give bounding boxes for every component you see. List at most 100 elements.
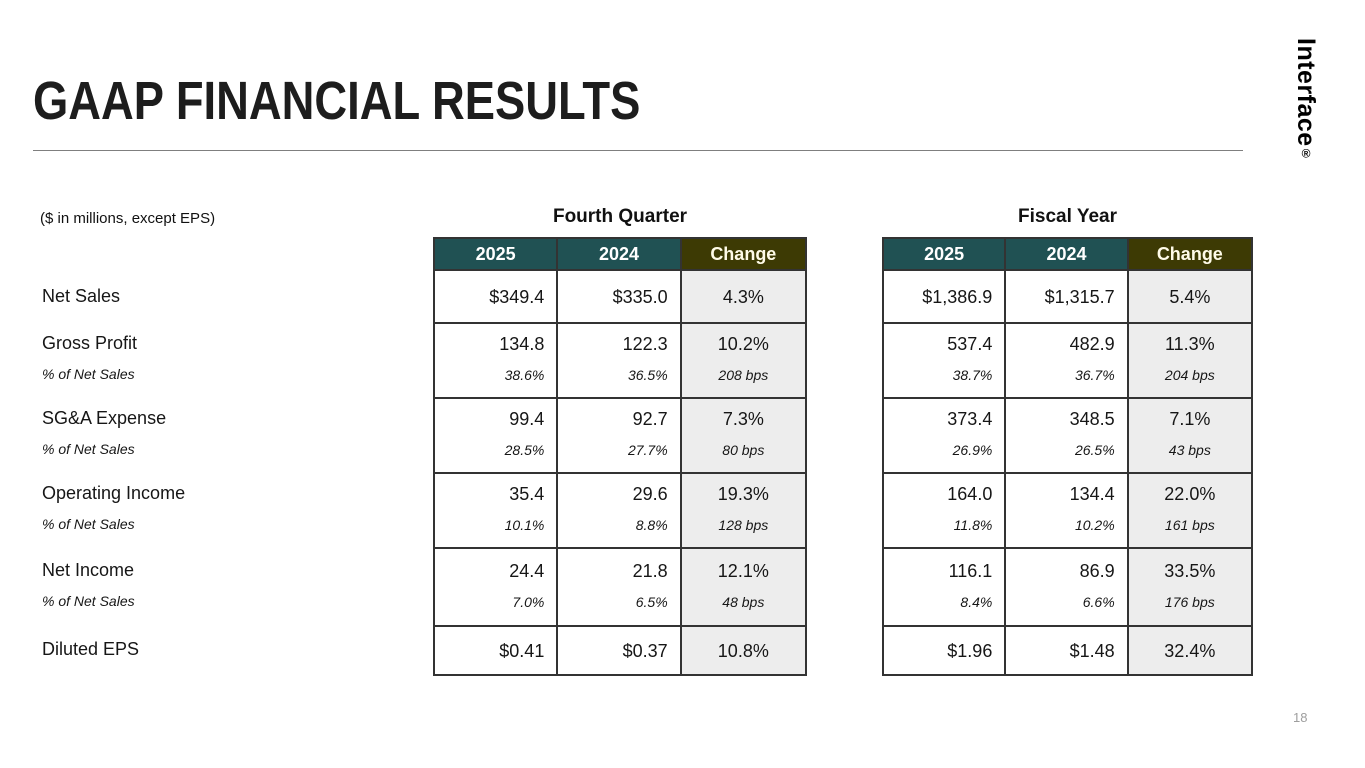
- fourth-quarter-title: Fourth Quarter: [552, 206, 688, 227]
- table-cell: 4.3%: [681, 271, 805, 324]
- cell-subvalue: 6.5%: [635, 593, 668, 610]
- fiscal-year-table: 2025 2024 Change $1,386.9 $1,315.7 5.4% …: [882, 237, 1253, 676]
- fiscal-year-title: Fiscal Year: [1018, 206, 1117, 227]
- row-label: Diluted EPS: [42, 638, 140, 659]
- cell-value: $1.48: [1069, 640, 1115, 661]
- cell-subvalue: 128 bps: [718, 517, 769, 533]
- cell-value: 5.4%: [1169, 286, 1211, 307]
- table-cell: 164.0 11.8%: [884, 474, 1007, 549]
- cell-value: 86.9: [1079, 560, 1115, 581]
- cell-value: 99.4: [509, 409, 545, 429]
- fourth-quarter-table: 2025 2024 Change $349.4 $335.0 4.3% 134.…: [433, 237, 807, 676]
- row-labels-column: Net Sales Gross Profit % of Net Sales SG…: [42, 237, 422, 672]
- cell-value: 482.9: [1069, 334, 1115, 354]
- cell-subvalue: 43 bps: [1168, 442, 1211, 458]
- table-cell: $335.0: [558, 271, 682, 324]
- table-cell: 12.1% 48 bps: [681, 549, 805, 627]
- logo-text: Interface: [1292, 38, 1320, 147]
- label-spacer: [42, 237, 422, 269]
- table-cell: 10.8%: [681, 627, 805, 674]
- column-header-2025: 2025: [435, 239, 559, 271]
- cell-value: 10.8%: [717, 640, 769, 661]
- cell-value: $335.0: [612, 286, 668, 307]
- cell-value: 7.1%: [1169, 409, 1211, 429]
- row-sublabel: % of Net Sales: [42, 592, 135, 609]
- cell-subvalue: 27.7%: [627, 442, 668, 458]
- cell-value: 116.1: [948, 560, 993, 581]
- cell-value: 537.4: [947, 334, 993, 354]
- row-label-diluted-eps: Diluted EPS: [42, 625, 422, 672]
- table-cell: 134.4 10.2%: [1006, 474, 1129, 549]
- cell-value: 7.3%: [722, 409, 764, 429]
- table-cell: 122.3 36.5%: [558, 324, 682, 399]
- column-header-2025: 2025: [884, 239, 1007, 271]
- cell-subvalue: 161 bps: [1164, 517, 1215, 533]
- cell-subvalue: 10.1%: [504, 517, 545, 533]
- table-cell: 134.8 38.6%: [435, 324, 559, 399]
- table-cell: 7.1% 43 bps: [1128, 399, 1251, 474]
- cell-value: 11.3%: [1164, 334, 1215, 354]
- cell-value: $349.4: [489, 286, 545, 307]
- column-header-2024: 2024: [558, 239, 682, 271]
- cell-value: 10.2%: [717, 334, 769, 354]
- cell-value: 92.7: [632, 409, 668, 429]
- row-sublabel: % of Net Sales: [42, 441, 135, 457]
- cell-subvalue: 204 bps: [1164, 367, 1215, 383]
- row-sublabel: % of Net Sales: [42, 366, 135, 382]
- row-label-gross-profit: Gross Profit % of Net Sales: [42, 322, 422, 397]
- table-cell: 5.4%: [1128, 271, 1251, 324]
- table-cell: 22.0% 161 bps: [1128, 474, 1251, 549]
- table-cell: $1,315.7: [1006, 271, 1129, 324]
- row-label: SG&A Expense: [42, 408, 167, 428]
- table-cell: 482.9 36.7%: [1006, 324, 1129, 399]
- table-cell: 19.3% 128 bps: [681, 474, 805, 549]
- cell-value: 12.1%: [717, 560, 769, 581]
- column-header-2024: 2024: [1006, 239, 1129, 271]
- table-cell: 92.7 27.7%: [558, 399, 682, 474]
- row-label: Operating Income: [42, 483, 186, 503]
- table-cell: 348.5 26.5%: [1006, 399, 1129, 474]
- row-label-operating-income: Operating Income % of Net Sales: [42, 472, 422, 547]
- table-cell: 7.3% 80 bps: [681, 399, 805, 474]
- cell-value: 35.4: [509, 484, 545, 504]
- table-cell: 29.6 8.8%: [558, 474, 682, 549]
- cell-value: 24.4: [509, 560, 545, 581]
- cell-value: 33.5%: [1164, 560, 1216, 581]
- table-cell: 116.1 8.4%: [884, 549, 1007, 627]
- row-label-net-income: Net Income % of Net Sales: [42, 547, 422, 625]
- registered-trademark-icon: ®: [1299, 146, 1313, 162]
- table-cell: 21.8 6.5%: [558, 549, 682, 627]
- cell-subvalue: 36.5%: [627, 367, 668, 383]
- row-label: Gross Profit: [42, 333, 138, 353]
- cell-value: 122.3: [622, 334, 668, 354]
- interface-logo: Interface®: [1291, 38, 1320, 161]
- table-cell: 537.4 38.7%: [884, 324, 1007, 399]
- page-title: GAAP FINANCIAL RESULTS: [33, 71, 641, 131]
- row-label-sga-expense: SG&A Expense % of Net Sales: [42, 397, 422, 472]
- table-cell: $0.37: [558, 627, 682, 674]
- cell-subvalue: 8.4%: [960, 593, 993, 610]
- cell-subvalue: 10.2%: [1074, 517, 1115, 533]
- cell-value: 29.6: [632, 484, 668, 504]
- table-cell: 373.4 26.9%: [884, 399, 1007, 474]
- cell-subvalue: 48 bps: [722, 593, 765, 610]
- table-cell: 35.4 10.1%: [435, 474, 559, 549]
- cell-value: $1,386.9: [922, 286, 993, 307]
- cell-value: $1,315.7: [1044, 286, 1115, 307]
- cell-subvalue: 26.5%: [1074, 442, 1115, 458]
- cell-value: 373.4: [947, 409, 993, 429]
- column-header-change: Change: [1128, 239, 1251, 271]
- cell-value: 19.3%: [717, 484, 769, 504]
- table-cell: $349.4: [435, 271, 559, 324]
- row-label: Net Sales: [42, 285, 121, 306]
- cell-subvalue: 36.7%: [1074, 367, 1115, 383]
- cell-subvalue: 7.0%: [512, 593, 545, 610]
- cell-value: 21.8: [632, 560, 668, 581]
- cell-subvalue: 28.5%: [504, 442, 545, 458]
- cell-value: 4.3%: [722, 286, 764, 307]
- cell-value: 348.5: [1069, 409, 1115, 429]
- page-number: 18: [1293, 710, 1308, 725]
- cell-value: 22.0%: [1164, 484, 1216, 504]
- row-label: Net Income: [42, 559, 135, 580]
